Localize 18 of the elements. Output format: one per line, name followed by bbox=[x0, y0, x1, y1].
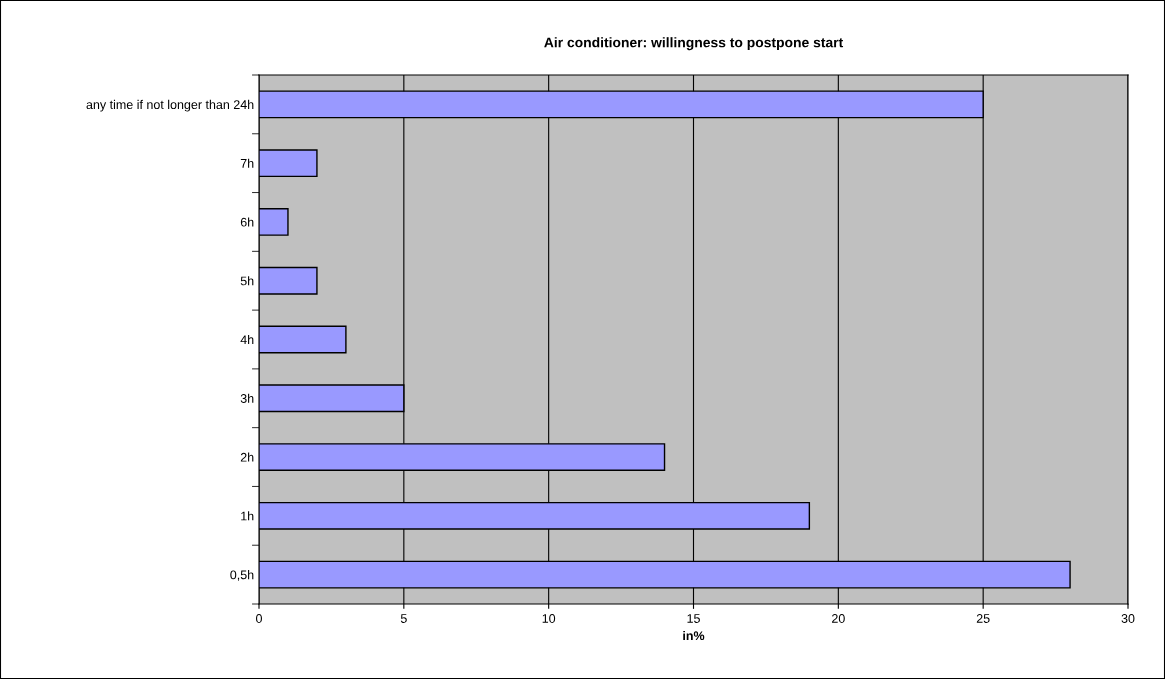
y-tick-label: 4h bbox=[240, 334, 254, 345]
x-tick-label: 15 bbox=[687, 614, 700, 623]
x-tick-label: 10 bbox=[542, 614, 556, 623]
x-tick-label: 25 bbox=[976, 614, 990, 623]
x-tick-label: 30 bbox=[1121, 614, 1135, 623]
y-tick-label: any time if not longer than 24h bbox=[86, 99, 254, 112]
y-tick-label: 3h bbox=[240, 393, 254, 403]
x-tick-label: 0 bbox=[256, 614, 262, 623]
y-tick-label: 1h bbox=[241, 511, 254, 521]
y-tick-label: 5h bbox=[240, 276, 254, 286]
x-tick-label: 5 bbox=[400, 614, 407, 623]
x-tick-label: 20 bbox=[832, 614, 845, 623]
y-tick-label: 7h bbox=[240, 158, 254, 168]
x-axis-title: in% bbox=[683, 630, 705, 641]
y-tick-label: 6h bbox=[240, 217, 254, 227]
y-tick-label: 2h bbox=[240, 452, 254, 462]
y-tick-label: 0,5h bbox=[230, 570, 254, 581]
chart-title: Air conditioner: willingness to postpone start bbox=[544, 37, 844, 51]
